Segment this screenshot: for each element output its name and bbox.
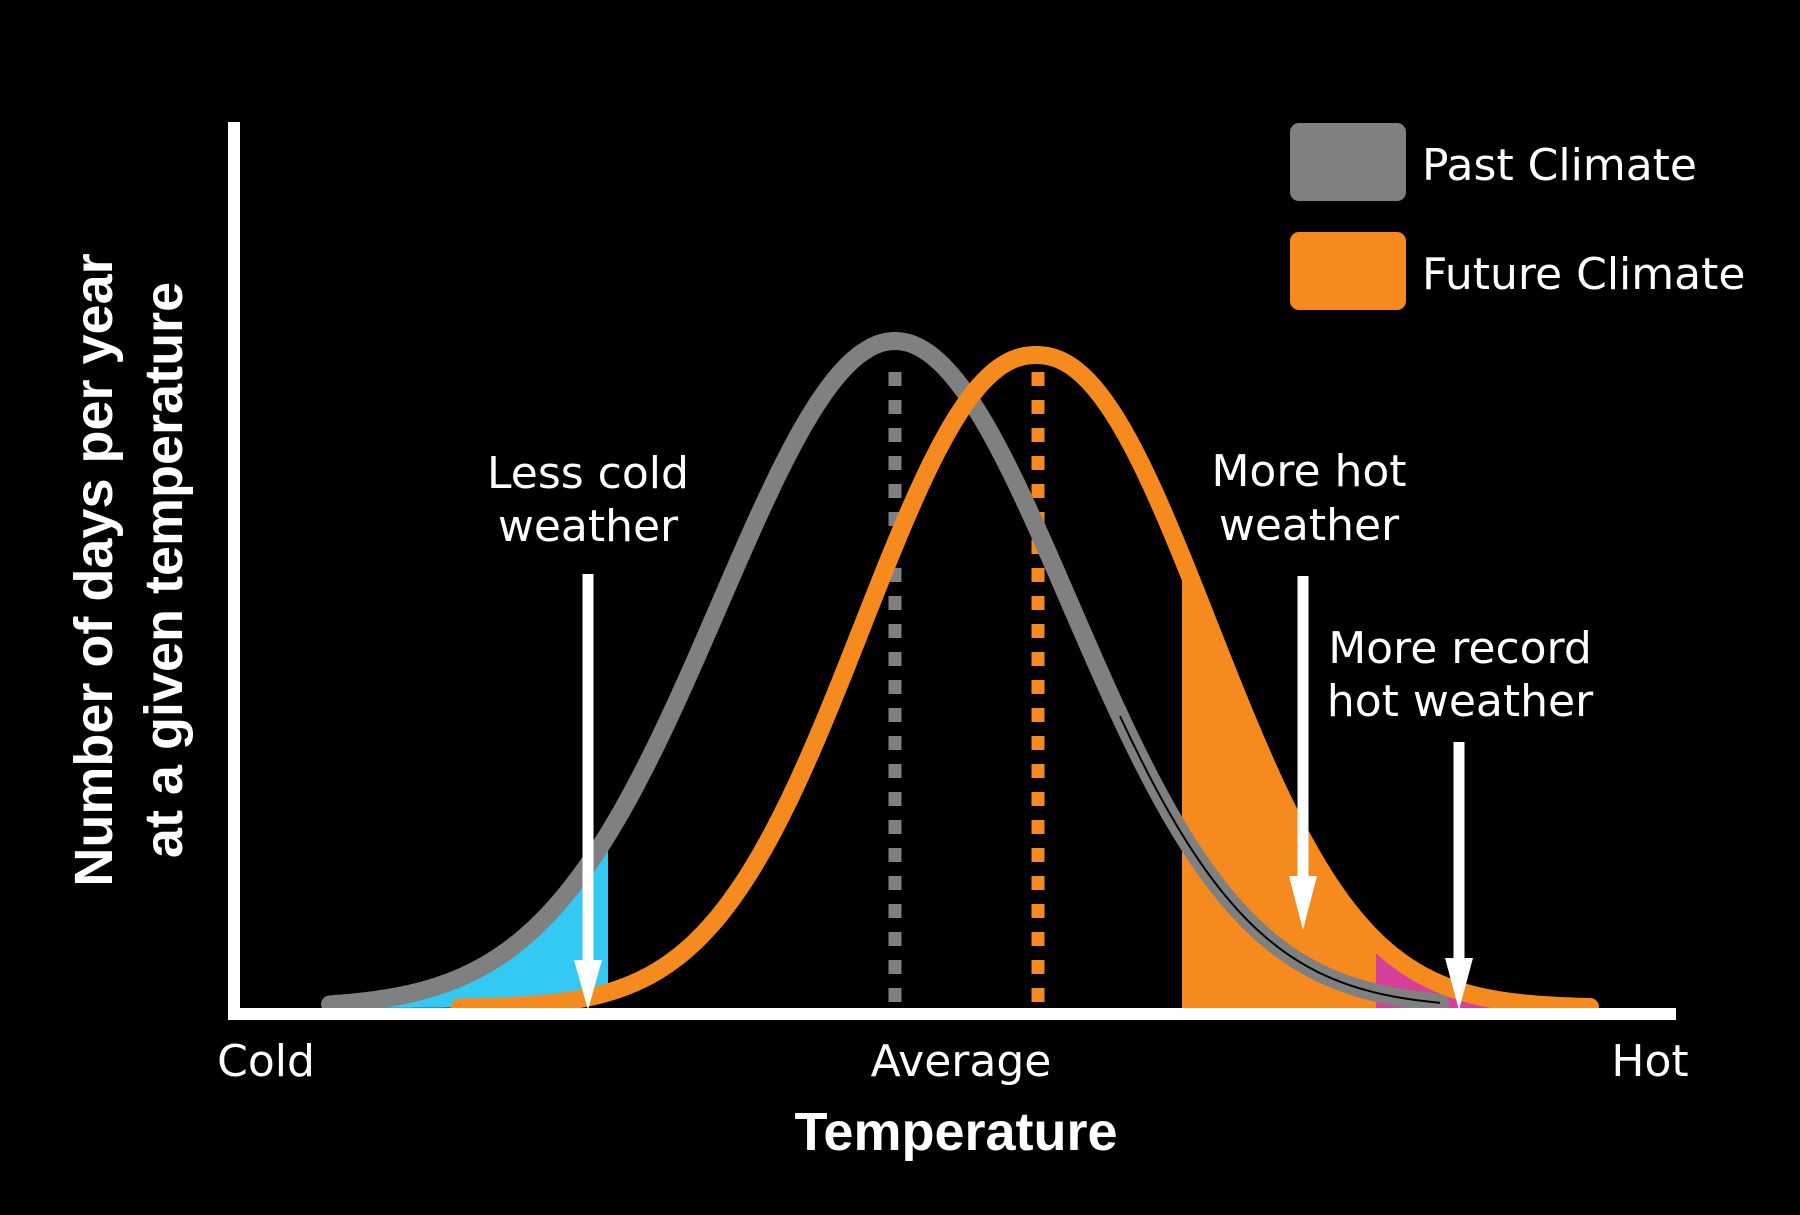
more-hot-arrow [1289,576,1317,930]
record-hot-label-line2: hot weather [1327,676,1594,727]
y-axis-title: Number of days per year [64,253,124,886]
legend-swatch-past [1290,123,1406,201]
legend-label-past: Past Climate [1422,140,1697,191]
less-cold-region [330,834,608,1008]
x-tick-cold: Cold [217,1036,315,1087]
legend: Past Climate Future Climate [1290,123,1745,310]
future-climate-curve [451,346,1599,1017]
y-axis-title-line2: at a given temperature [134,282,194,858]
x-tick-hot: Hot [1611,1036,1688,1087]
x-axis-title: Temperature [794,1102,1117,1162]
x-tick-average: Average [871,1036,1052,1087]
less-cold-label-line2: weather [498,501,679,552]
past-climate-curve-outline [1119,715,1441,1004]
less-cold-label: Less cold [487,448,689,499]
less-cold-arrow [574,574,602,1010]
legend-label-future: Future Climate [1422,249,1745,300]
legend-swatch-future [1290,232,1406,310]
record-hot-label: More record [1328,623,1592,674]
more-hot-label-line2: weather [1219,500,1400,551]
record-hot-arrow [1445,742,1473,1010]
more-hot-label: More hot [1211,446,1406,497]
